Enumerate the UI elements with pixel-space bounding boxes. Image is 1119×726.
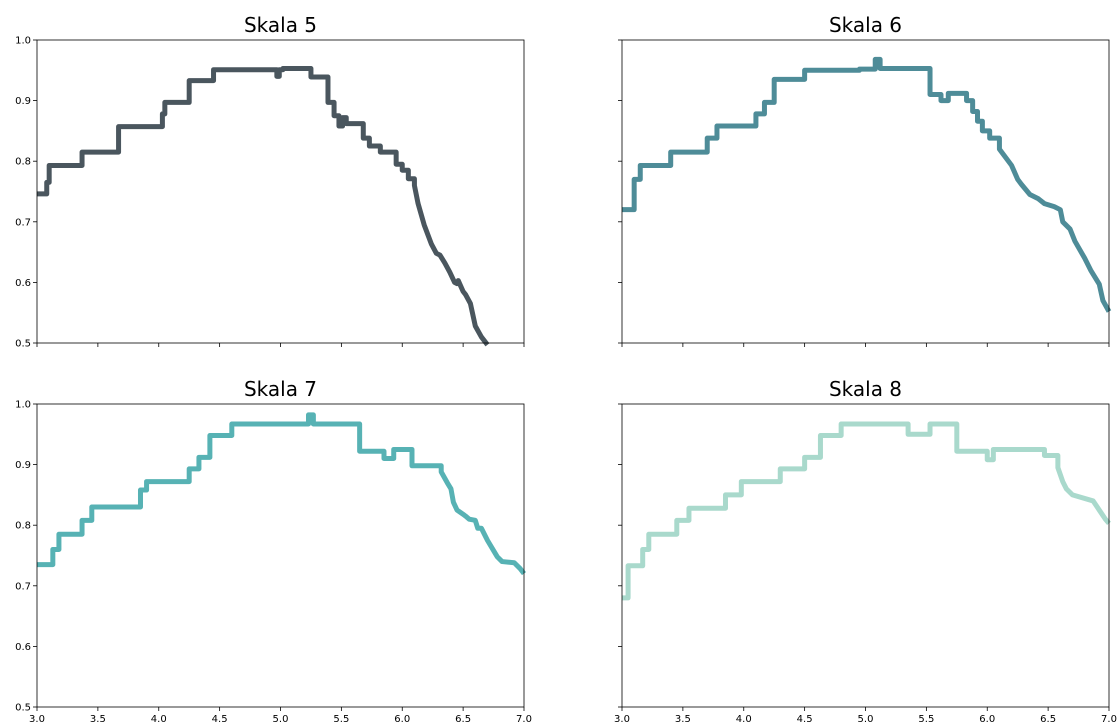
series-line [622,421,1111,601]
x-tick-label: 3.5 [675,714,691,725]
y-tick-label: 0.7 [15,217,31,228]
chart-panel: Skala 6 [618,13,1112,347]
chart-title: Skala 8 [829,377,902,401]
y-tick-label: 1.0 [15,36,31,47]
x-tick-label: 7.0 [516,714,532,725]
x-tick-label: 3.0 [614,714,630,725]
plot-frame [36,403,525,708]
x-tick-label: 4.0 [151,714,167,725]
plot-frame [36,39,525,344]
y-tick-label: 0.7 [15,581,31,592]
x-tick-label: 5.0 [858,714,874,725]
x-tick-label: 5.5 [918,714,934,725]
y-tick-label: 0.8 [15,157,31,168]
x-tick-label: 6.5 [1040,714,1056,725]
chart-panel: Skala 7 3.0 3.5 4.0 4.5 5.0 5.5 6.0 6.5 7.0 0.5 0.6… [15,377,532,725]
plot-frame [621,39,1110,344]
y-tick-label: 0.8 [15,521,31,532]
chart-panel: Skala 8 3.0 3.5 4.0 4.5 5.0 5.5 6.0 6.5 7.0 [614,377,1117,725]
chart-title: Skala 7 [244,377,317,401]
x-tick-label: 5.5 [333,714,349,725]
x-tick-label: 4.5 [797,714,813,725]
y-tick-label: 0.9 [15,460,31,471]
x-tick-label: 6.5 [455,714,471,725]
x-tick-label: 4.0 [736,714,752,725]
series-line [37,412,526,576]
x-tick-label: 3.5 [90,714,106,725]
chart-title: Skala 5 [244,13,317,37]
series-line [37,65,490,347]
chart-panel: Skala 5 0.5 0.6 0.7 0.8 0.9 1.0 [15,13,525,350]
x-tick-label: 4.5 [212,714,228,725]
x-tick-label: 3.0 [29,714,45,725]
x-tick-label: 7.0 [1101,714,1117,725]
x-tick-label: 5.0 [273,714,289,725]
y-tick-label: 0.6 [15,642,31,653]
x-tick-label: 6.0 [979,714,995,725]
y-tick-label: 0.5 [15,339,31,350]
y-tick-label: 1.0 [15,400,31,411]
y-tick-label: 0.9 [15,96,31,107]
y-tick-label: 0.5 [15,703,31,714]
y-tick-label: 0.6 [15,278,31,289]
chart-title: Skala 6 [829,13,902,37]
x-tick-label: 6.0 [394,714,410,725]
series-line [622,56,1112,313]
